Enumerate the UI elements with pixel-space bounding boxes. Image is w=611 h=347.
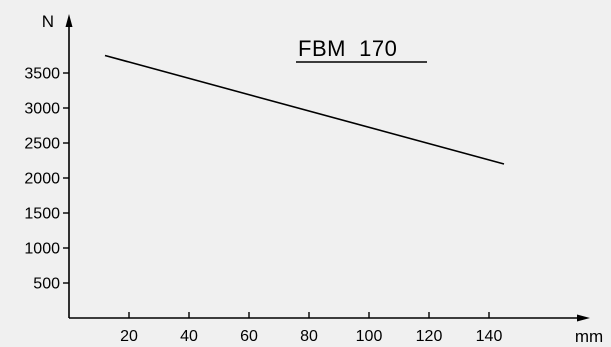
x-ticks: 20 40 60 80 100 120 140 — [120, 312, 502, 345]
x-tick-label: 140 — [476, 328, 503, 345]
y-tick-label: 1500 — [24, 206, 60, 223]
x-tick-label: 20 — [120, 328, 138, 345]
y-axis-arrow — [65, 14, 73, 27]
y-tick-label: 2500 — [24, 136, 60, 153]
x-axis-label: mm — [575, 327, 603, 346]
x-axis-arrow — [577, 314, 590, 322]
y-tick-label: 2000 — [24, 171, 60, 188]
series-group — [104, 54, 505, 165]
y-tick-label: 1000 — [24, 241, 60, 258]
y-ticks: 500 1000 1500 2000 2500 3000 3500 — [24, 66, 69, 293]
y-tick-label: 3500 — [24, 66, 60, 83]
y-axis-label: N — [42, 12, 54, 31]
y-tick-label: 500 — [33, 276, 60, 293]
x-tick-label: 120 — [416, 328, 443, 345]
chart-title: FBM 170 — [298, 36, 397, 61]
plot-area: 500 1000 1500 2000 2500 3000 3500 20 40 60 80 100 1… — [24, 12, 603, 346]
x-tick-label: 100 — [356, 328, 383, 345]
x-tick-label: 60 — [240, 328, 258, 345]
series-line-0 — [104, 54, 505, 165]
x-tick-label: 40 — [180, 328, 198, 345]
x-tick-label: 80 — [300, 328, 318, 345]
y-tick-label: 3000 — [24, 101, 60, 118]
